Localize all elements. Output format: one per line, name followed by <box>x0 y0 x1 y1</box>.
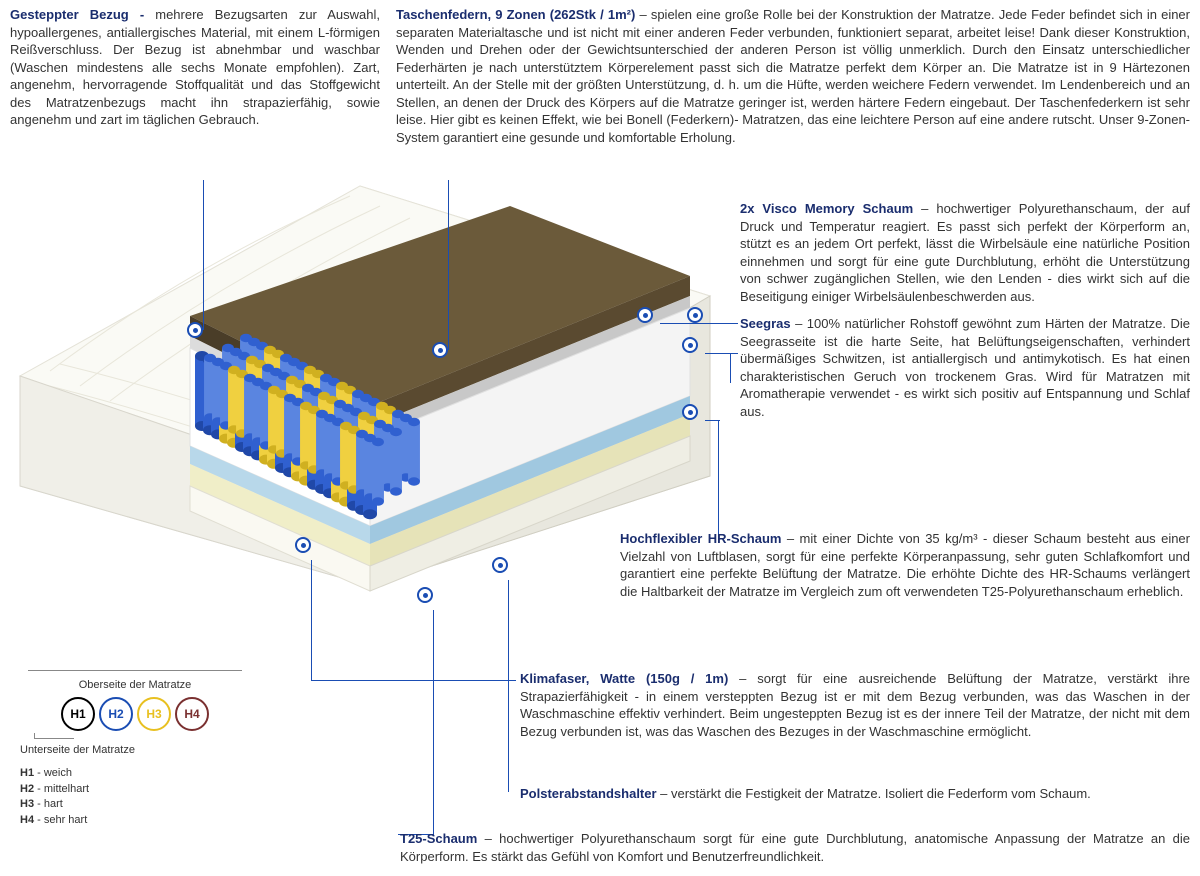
legend-bracket-bottom <box>34 733 74 739</box>
hr-block-wrap: Hochflexibler HR-Schaum – mit einer Dich… <box>620 530 1190 610</box>
marker-seagrass <box>682 337 698 353</box>
marker-polster <box>492 557 508 573</box>
cover-description: Gesteppter Bezug - mehrere Bezugsarten z… <box>10 6 380 146</box>
marker-klimaf <box>295 537 311 553</box>
springs-text: – spielen eine große Rolle bei der Konst… <box>396 7 1190 145</box>
lower-title-0: Klimafaser, Watte (150g / 1m) <box>520 671 728 686</box>
hr-block: Hochflexibler HR-Schaum – mit einer Dich… <box>620 530 1190 600</box>
seagrass-block: Seegras – 100% natürlicher Rohstoff gewö… <box>740 315 1190 420</box>
leader-cover <box>203 180 204 330</box>
legend-circle-H2: H2 <box>99 697 133 731</box>
t25-title: T25-Schaum <box>400 831 477 846</box>
cover-text: mehrere Bezugsarten zur Auswahl, hypoall… <box>10 7 380 127</box>
cover-title: Gesteppter Bezug - <box>10 7 155 22</box>
legend-definitions: H1 - weichH2 - mittelhartH3 - hartH4 - s… <box>20 766 250 828</box>
legend-def-H2: H2 - mittelhart <box>20 782 250 797</box>
leader-hr-v <box>718 420 719 535</box>
marker-springs <box>432 342 448 358</box>
marker-visco2 <box>687 307 703 323</box>
leader-polster <box>508 580 509 792</box>
legend-bracket-top <box>28 670 242 676</box>
lower-block-1: Polsterabstandshalter – verstärkt die Fe… <box>520 785 1190 811</box>
seagrass-text: – 100% natürlicher Rohstoff gewöhnt zum … <box>740 316 1190 419</box>
legend-bottom-label: Unterseite der Matratze <box>20 743 250 758</box>
leader-visco <box>660 323 738 324</box>
visco-block: 2x Visco Memory Schaum – hochwertiger Po… <box>740 200 1190 305</box>
hr-title: Hochflexibler HR-Schaum <box>620 531 781 546</box>
leader-t25 <box>433 610 434 834</box>
legend-circles: H1H2H3H4 <box>20 697 250 731</box>
legend-def-H1: H1 - weich <box>20 766 250 781</box>
lower-text-1: – verstärkt die Festigkeit der Matratze.… <box>657 786 1091 801</box>
legend-def-H4: H4 - sehr hart <box>20 813 250 828</box>
hardness-legend: Oberseite der Matratze H1H2H3H4 Untersei… <box>20 670 250 829</box>
legend-top-label: Oberseite der Matratze <box>20 678 250 693</box>
leader-seagrass <box>705 353 738 354</box>
visco-text: – hochwertiger Polyurethanschaum, der au… <box>740 201 1190 304</box>
springs-title: Taschenfedern, 9 Zonen (262Stk / 1m²) <box>396 7 635 22</box>
t25-block: T25-Schaum – hochwertiger Polyurethansch… <box>400 830 1190 865</box>
marker-cover <box>187 322 203 338</box>
visco-title: 2x Visco Memory Schaum <box>740 201 913 216</box>
legend-circle-H1: H1 <box>61 697 95 731</box>
marker-t25 <box>417 587 433 603</box>
leader-seagrass-v <box>730 353 731 383</box>
leader-klima <box>311 560 312 680</box>
legend-def-H3: H3 - hart <box>20 797 250 812</box>
springs-description: Taschenfedern, 9 Zonen (262Stk / 1m²) – … <box>396 6 1190 146</box>
lower-title-1: Polsterabstandshalter <box>520 786 657 801</box>
t25-text: – hochwertiger Polyurethanschaum sorgt f… <box>400 831 1190 864</box>
marker-visco1 <box>637 307 653 323</box>
top-text-row: Gesteppter Bezug - mehrere Bezugsarten z… <box>0 0 1200 146</box>
leader-springs <box>448 180 449 350</box>
right-descriptions: 2x Visco Memory Schaum – hochwertiger Po… <box>740 200 1190 431</box>
marker-hrfoam <box>682 404 698 420</box>
legend-circle-H4: H4 <box>175 697 209 731</box>
seagrass-title: Seegras <box>740 316 791 331</box>
legend-circle-H3: H3 <box>137 697 171 731</box>
leader-klima-h <box>311 680 516 681</box>
lower-block-0: Klimafaser, Watte (150g / 1m) – sorgt fü… <box>520 670 1190 748</box>
